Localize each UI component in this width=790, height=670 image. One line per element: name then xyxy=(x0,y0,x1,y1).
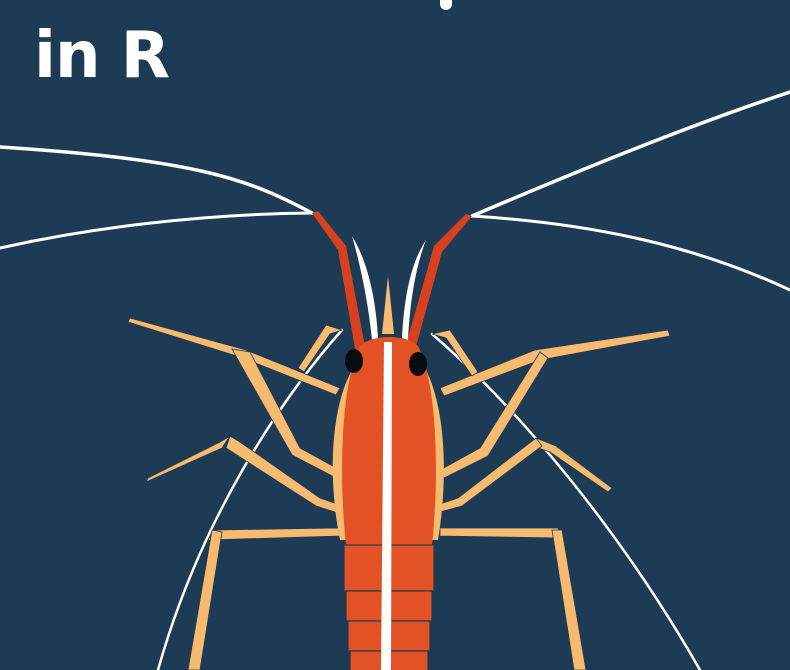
antenna-right xyxy=(404,214,472,354)
antennae xyxy=(312,211,472,354)
walking-legs xyxy=(127,317,671,670)
leg-right-front xyxy=(431,329,479,377)
leg-right-1-base xyxy=(439,351,549,479)
leg-left-2 xyxy=(145,435,231,483)
whisker-lower-left xyxy=(0,211,314,250)
antennule-right xyxy=(402,240,426,340)
title-text: in R xyxy=(34,19,170,93)
rostrum xyxy=(382,276,394,334)
dorsal-stripe xyxy=(381,342,392,670)
title-descender-fragment xyxy=(440,0,452,10)
leg-left-front xyxy=(297,324,344,373)
whisker-upper-right xyxy=(470,90,790,218)
antennules xyxy=(352,236,426,340)
leg-right-3-down xyxy=(551,529,587,670)
leg-left-2-base xyxy=(225,435,341,514)
antennule-left xyxy=(352,236,378,340)
antenna-left xyxy=(312,211,366,354)
leg-left-3-down xyxy=(187,529,223,670)
eyes xyxy=(345,349,427,376)
whisker-upper-left xyxy=(0,145,314,215)
eye-left xyxy=(345,349,363,373)
eye-right xyxy=(409,352,427,376)
leg-left-3 xyxy=(207,527,341,541)
whisker-lower-right xyxy=(470,214,790,292)
leg-right-3 xyxy=(439,527,563,539)
leg-right-1 xyxy=(439,329,671,397)
whisker-long-left-down xyxy=(156,328,344,670)
leg-right-2 xyxy=(531,437,613,493)
